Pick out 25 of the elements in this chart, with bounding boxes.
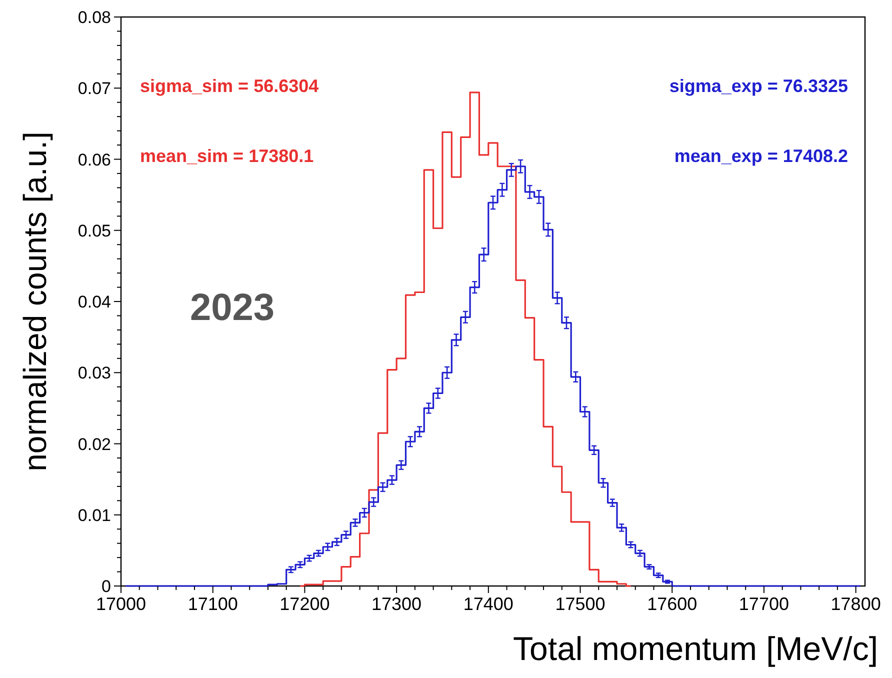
annotation: 2023 bbox=[190, 287, 275, 329]
annotation: mean_exp = 17408.2 bbox=[674, 146, 848, 166]
y-tick-label: 0.01 bbox=[78, 506, 111, 525]
x-tick-label: 17100 bbox=[188, 594, 238, 614]
y-tick-label: 0 bbox=[102, 577, 111, 596]
annotation: sigma_sim = 56.6304 bbox=[140, 76, 319, 96]
x-tick-label: 17400 bbox=[463, 594, 514, 614]
y-tick-label: 0.08 bbox=[78, 8, 111, 27]
annotation: mean_sim = 17380.1 bbox=[140, 146, 314, 166]
y-tick-label: 0.06 bbox=[78, 150, 111, 170]
y-tick-label: 0.07 bbox=[78, 79, 111, 98]
x-tick-label: 17300 bbox=[372, 594, 422, 614]
x-tick-label: 17500 bbox=[555, 594, 606, 614]
y-axis-title: normalized counts [a.u.] bbox=[17, 132, 53, 472]
y-tick-label: 0.02 bbox=[78, 434, 111, 454]
x-tick-label: 17600 bbox=[647, 594, 698, 614]
annotation: sigma_exp = 76.3325 bbox=[669, 76, 848, 96]
x-tick-label: 17800 bbox=[830, 594, 881, 614]
y-tick-label: 0.05 bbox=[78, 221, 111, 240]
x-tick-label: 17000 bbox=[96, 594, 146, 614]
y-tick-label: 0.04 bbox=[78, 292, 111, 312]
y-tick-label: 0.03 bbox=[78, 364, 111, 383]
x-tick-label: 17200 bbox=[280, 594, 330, 614]
x-tick-label: 17700 bbox=[738, 594, 789, 614]
x-axis-title: Total momentum [MeV/c] bbox=[513, 630, 878, 667]
